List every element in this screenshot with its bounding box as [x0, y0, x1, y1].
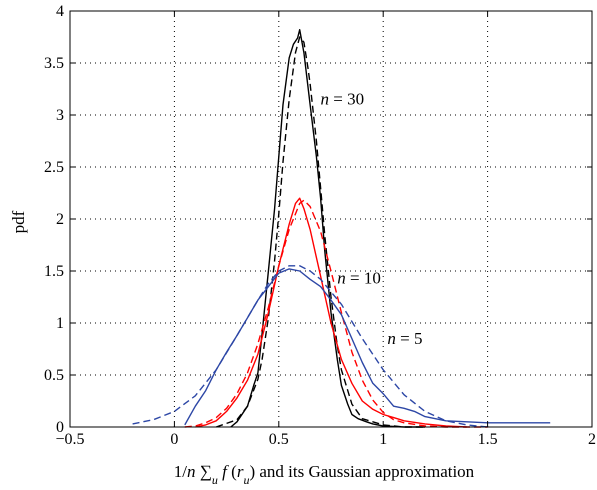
series-line-4-dashed	[184, 199, 488, 428]
annotation-label: n = 30	[321, 90, 365, 109]
x-tick-label: 0	[170, 431, 178, 448]
y-tick-label: 4	[56, 3, 64, 20]
annotation-label: n = 10	[337, 268, 381, 287]
y-axis-label: pdf	[9, 210, 28, 233]
x-tick-label: 1	[379, 431, 387, 448]
series-line-2-dashed	[215, 36, 425, 428]
axis-ticks: −0.5 0 0.5 1 1.5 200.511.522.533.54	[44, 3, 596, 448]
x-axis-label: 1/n ∑u f (ru) and its Gaussian approxima…	[174, 462, 475, 487]
y-tick-label: 0	[56, 419, 64, 436]
y-tick-label: 0.5	[44, 367, 64, 384]
y-tick-label: 3.5	[44, 55, 64, 72]
y-tick-label: 3	[56, 107, 64, 124]
series-lines	[132, 29, 551, 428]
grid-lines	[70, 11, 592, 427]
x-tick-label: 1.5	[478, 431, 498, 448]
series-line-5-solid	[184, 268, 551, 426]
x-tick-label: 2	[588, 431, 596, 448]
series-line-3-solid	[195, 197, 467, 428]
series-line-6-dashed	[132, 265, 488, 428]
y-tick-label: 1	[56, 315, 64, 332]
y-tick-label: 2.5	[44, 159, 64, 176]
x-tick-label: −0.5	[55, 431, 84, 448]
y-tick-label: 2	[56, 211, 64, 228]
annotations: n = 30 n = 10 n = 5	[321, 90, 423, 348]
x-tick-label: 0.5	[269, 431, 289, 448]
annotation-label: n = 5	[387, 329, 422, 348]
y-tick-label: 1.5	[44, 263, 64, 280]
